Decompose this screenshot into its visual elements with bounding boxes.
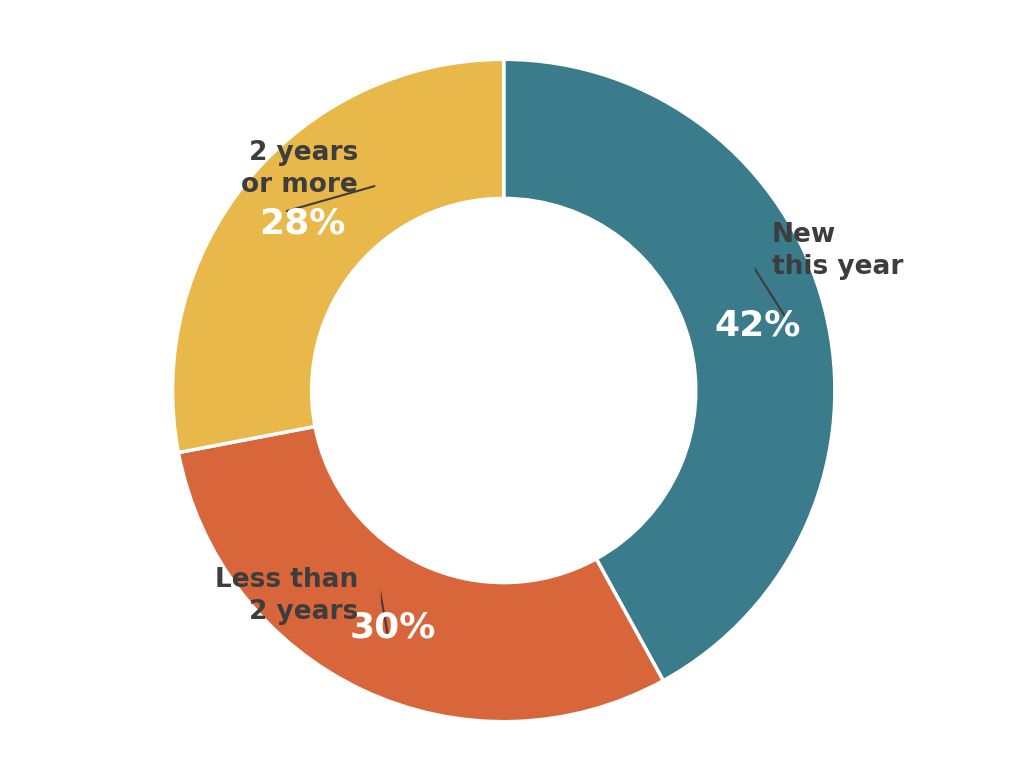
- Wedge shape: [178, 426, 664, 722]
- Wedge shape: [172, 59, 504, 452]
- Text: 28%: 28%: [259, 207, 345, 241]
- Wedge shape: [504, 59, 835, 681]
- Text: 30%: 30%: [349, 610, 435, 644]
- Text: New
this year: New this year: [772, 223, 903, 280]
- Text: 2 years
or more: 2 years or more: [242, 140, 358, 198]
- Text: Less than
2 years: Less than 2 years: [215, 567, 358, 625]
- Text: 42%: 42%: [714, 308, 801, 342]
